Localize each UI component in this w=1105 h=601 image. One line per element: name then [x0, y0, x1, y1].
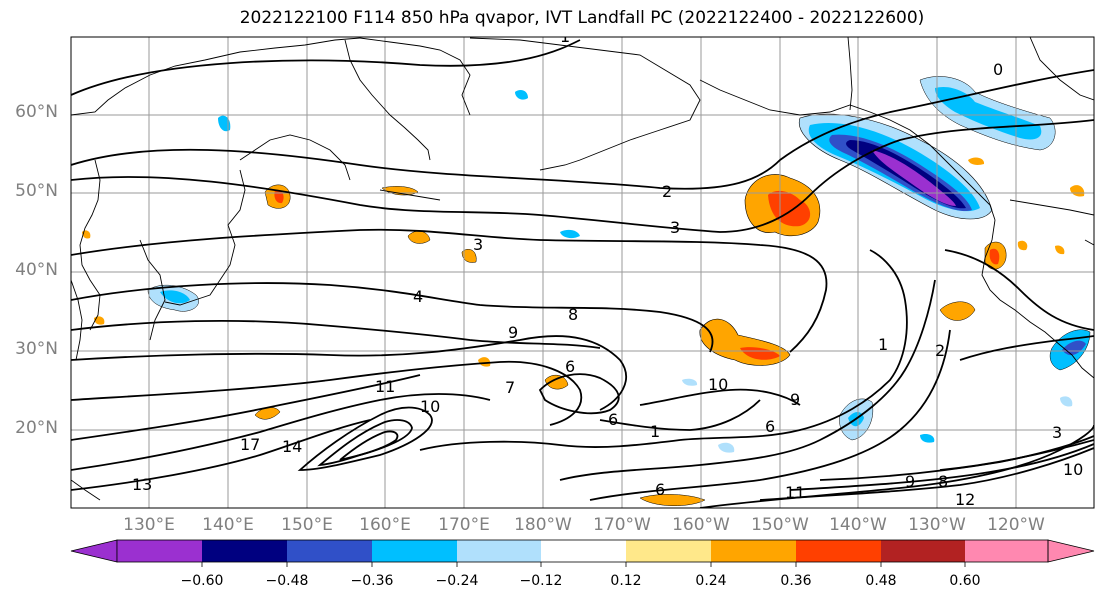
colorbar-tick-label: 0.12	[610, 573, 642, 589]
lat-label-60n: 60°N	[15, 102, 58, 122]
contour-label: 3	[473, 235, 483, 254]
contour-label: 10	[420, 397, 440, 416]
positive-anomaly-shading	[82, 157, 1085, 507]
colorbar	[70, 539, 1095, 567]
contour-label: 6	[565, 357, 575, 376]
lon-label-170e: 170°E	[438, 515, 490, 535]
contour-label: 6	[655, 480, 665, 499]
lon-label-150e: 150°E	[281, 515, 333, 535]
colorbar-segment	[117, 540, 202, 562]
contour-label: 10	[1063, 460, 1083, 479]
lon-label-140e: 140°E	[202, 515, 254, 535]
colorbar-segment	[711, 540, 796, 562]
ivt-contours	[71, 39, 1094, 508]
contour-label: 11	[785, 483, 805, 502]
contour-label: 7	[505, 378, 515, 397]
lon-label-130w: 130°W	[908, 515, 966, 535]
lon-label-170w: 170°W	[593, 515, 651, 535]
contour-label: 10	[708, 375, 728, 394]
colorbar-tick-label: −0.36	[350, 573, 394, 589]
colorbar-segment	[287, 540, 372, 562]
colorbar-tick-label: 0.24	[695, 573, 727, 589]
lon-label-180w: 180°W	[514, 515, 572, 535]
contour-label: 1	[878, 335, 888, 354]
contour-label: 1	[560, 27, 570, 46]
contour-label: 8	[938, 472, 948, 491]
contour-label: 2	[662, 182, 672, 201]
contour-label: 2	[935, 341, 945, 360]
lat-label-50n: 50°N	[15, 181, 58, 201]
lon-label-150w: 150°W	[751, 515, 809, 535]
contour-label: 9	[905, 472, 915, 491]
colorbar-tick-label: −0.48	[265, 573, 309, 589]
lat-label-30n: 30°N	[15, 339, 58, 359]
lon-label-160w: 160°W	[672, 515, 730, 535]
colorbar-tick-label: 0.48	[865, 573, 897, 589]
map-gridlines	[71, 37, 1094, 508]
colorbar-segment	[965, 540, 1048, 562]
contour-labels: 2 3 4 8 9 6 1 10 9 11 10 14 17 13 11 12 …	[132, 27, 1083, 509]
contour-label: 4	[413, 287, 423, 306]
contour-label: 1	[650, 422, 660, 441]
lat-label-40n: 40°N	[15, 260, 58, 280]
contour-label: 6	[765, 417, 775, 436]
contour-label: 9	[790, 390, 800, 409]
colorbar-segment	[541, 540, 626, 562]
colorbar-segment	[796, 540, 881, 562]
colorbar-tick-label: −0.12	[519, 573, 563, 589]
colorbar-tick-label: 0.36	[780, 573, 812, 589]
contour-label: 9	[508, 323, 518, 342]
colorbar-segment	[881, 540, 965, 562]
contour-label: 0	[993, 60, 1003, 79]
lon-label-160e: 160°E	[359, 515, 411, 535]
colorbar-extend-high	[1047, 539, 1095, 563]
colorbar-tick-label: 0.60	[949, 573, 981, 589]
contour-label: 12	[955, 490, 975, 509]
map-title: 2022122100 F114 850 hPa qvapor, IVT Land…	[239, 8, 925, 28]
contour-label: 14	[282, 437, 302, 456]
map-panel: 2 3 4 8 9 6 1 10 9 11 10 14 17 13 11 12 …	[71, 27, 1094, 509]
colorbar-extend-low	[70, 539, 118, 563]
lon-label-130e: 130°E	[123, 515, 175, 535]
contour-label: 6	[608, 410, 618, 429]
colorbar-segment	[372, 540, 457, 562]
colorbar-segment	[457, 540, 541, 562]
colorbar-tick-label: −0.24	[435, 573, 479, 589]
contour-label: 11	[375, 377, 395, 396]
colorbar-segment	[626, 540, 711, 562]
contour-label: 17	[240, 435, 260, 454]
lon-label-140w: 140°W	[829, 515, 887, 535]
map-frame	[70, 36, 1095, 509]
lat-label-20n: 20°N	[15, 418, 58, 438]
contour-label: 3	[670, 218, 680, 237]
contour-label: 13	[132, 475, 152, 494]
lon-label-120w: 120°W	[987, 515, 1045, 535]
contour-label: 8	[568, 305, 578, 324]
colorbar-tick-label: −0.60	[180, 573, 224, 589]
contour-label: 3	[1052, 423, 1062, 442]
colorbar-segment	[202, 540, 287, 562]
